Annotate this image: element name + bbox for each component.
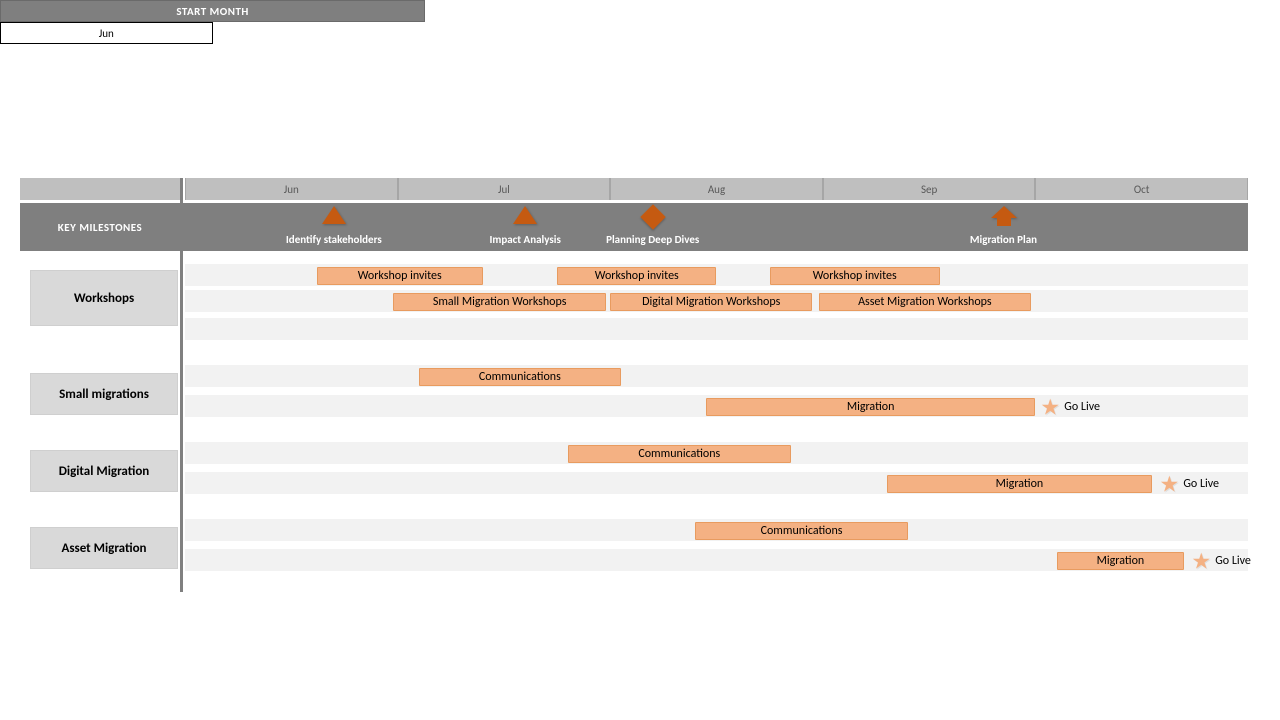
milestone-triangle-icon — [322, 206, 346, 224]
month-cell: Aug — [610, 178, 823, 200]
gantt-bar: Workshop invites — [770, 267, 940, 285]
start-month-label: START MONTH — [0, 0, 425, 22]
milestone-triangle-icon — [513, 206, 537, 224]
month-cell: Jul — [398, 178, 611, 200]
gantt-bar: Migration — [706, 398, 1036, 416]
group-label: Small migrations — [30, 373, 178, 415]
milestone-caption: Identify stakeholders — [244, 233, 424, 246]
milestone-caption: Migration Plan — [914, 233, 1094, 246]
star-icon: ★ — [1159, 471, 1179, 498]
gantt-bar: Asset Migration Workshops — [819, 293, 1032, 311]
star-icon: ★ — [1040, 394, 1060, 421]
gantt-bar: Communications — [695, 522, 908, 540]
row-stripe — [185, 318, 1248, 340]
gantt-bar: Communications — [419, 368, 621, 386]
star-label: Go Live — [1183, 477, 1219, 491]
group-label: Digital Migration — [30, 450, 178, 492]
milestones-section-label: KEY MILESTONES — [20, 203, 180, 251]
gantt-bar: Digital Migration Workshops — [610, 293, 812, 311]
gantt-bar: Communications — [568, 445, 791, 463]
gantt-bar: Migration — [887, 475, 1153, 493]
month-cell: Sep — [823, 178, 1036, 200]
group-label: Asset Migration — [30, 527, 178, 569]
milestone-arrow-icon — [992, 206, 1016, 226]
milestone-caption: Planning Deep Dives — [563, 233, 743, 246]
gantt-bar: Migration — [1057, 552, 1185, 570]
gantt-bar: Small Migration Workshops — [393, 293, 606, 311]
month-cell: Jun — [185, 178, 398, 200]
star-icon: ★ — [1191, 548, 1211, 575]
group-label: Workshops — [30, 270, 178, 326]
gantt-bar: Workshop invites — [557, 267, 716, 285]
start-month-value[interactable]: Jun — [0, 22, 213, 44]
gantt-chart: START MONTHJunJunJulAugSepOctKEY MILESTO… — [0, 0, 1280, 720]
left-header-blank — [20, 178, 180, 200]
month-cell: Oct — [1035, 178, 1248, 200]
row-stripe — [185, 365, 1248, 387]
star-label: Go Live — [1064, 400, 1100, 414]
gantt-bar: Workshop invites — [317, 267, 483, 285]
star-label: Go Live — [1215, 554, 1251, 568]
